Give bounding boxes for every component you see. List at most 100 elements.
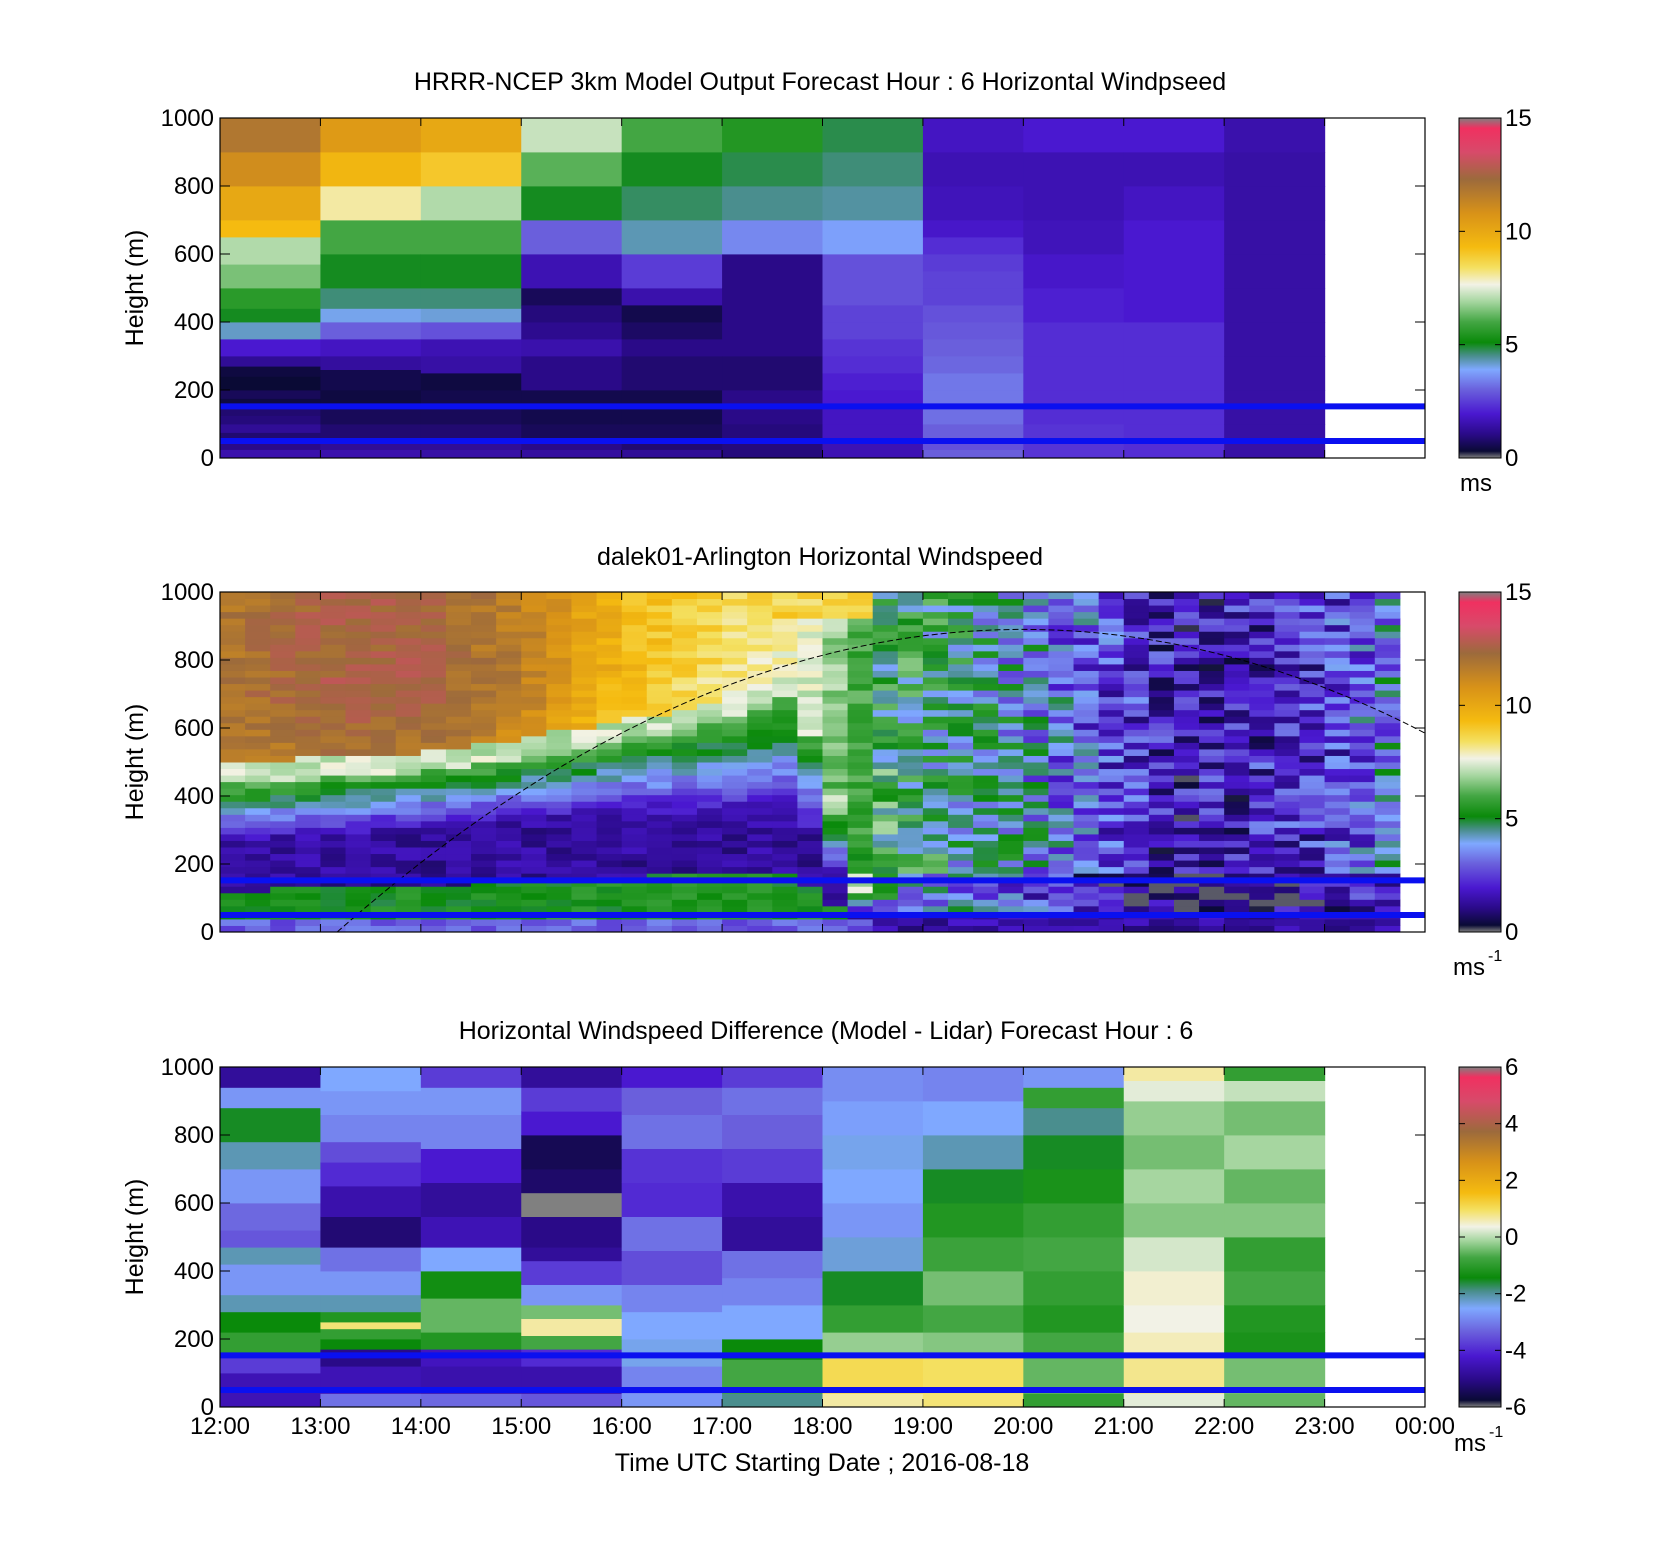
heatmap-cell	[1173, 925, 1200, 933]
heatmap-cell	[621, 690, 648, 698]
heatmap-cell	[546, 886, 572, 894]
heatmap-cell	[521, 637, 547, 645]
heatmap-cell	[822, 598, 849, 606]
heatmap-cell	[1148, 886, 1175, 894]
heatmap-cell	[420, 605, 447, 613]
heatmap-cell	[872, 690, 899, 698]
heatmap-cell	[496, 650, 522, 658]
heatmap-cell	[345, 925, 372, 933]
heatmap-cell	[270, 729, 296, 737]
heatmap-cell	[772, 905, 798, 913]
heatmap-cell	[671, 598, 698, 606]
heatmap-cell	[1274, 748, 1300, 756]
heatmap-cell	[922, 592, 949, 600]
heatmap-cell	[320, 716, 347, 724]
heatmap-cell	[345, 690, 372, 698]
heatmap-cell	[445, 683, 472, 691]
heatmap-cell	[897, 683, 924, 691]
heatmap-cell	[1274, 611, 1300, 619]
heatmap-cell	[922, 918, 949, 926]
heatmap-cell	[1249, 598, 1275, 606]
heatmap-cell	[220, 1230, 322, 1248]
heatmap-cell	[1098, 690, 1125, 698]
heatmap-cell	[1123, 729, 1150, 737]
heatmap-cell	[696, 690, 723, 698]
heatmap-cell	[345, 677, 372, 685]
heatmap-cell	[722, 905, 748, 913]
heatmap-cell	[671, 788, 698, 796]
heatmap-cell	[722, 775, 748, 783]
heatmap-cell	[1023, 716, 1049, 724]
heatmap-cell	[1048, 873, 1075, 881]
reference-lines	[220, 877, 1425, 918]
heatmap-cell	[395, 709, 422, 717]
heatmap-cell	[1098, 899, 1125, 907]
heatmap-cell	[922, 390, 1024, 408]
heatmap-cell	[872, 624, 899, 632]
heatmap-cell	[1274, 905, 1300, 913]
heatmap-cell	[646, 677, 673, 685]
heatmap-cell	[571, 866, 598, 874]
heatmap-cell	[1199, 768, 1225, 776]
heatmap-cell	[973, 598, 999, 606]
heatmap-cell	[370, 657, 397, 665]
heatmap-cell	[445, 801, 472, 809]
heatmap-cell	[822, 592, 849, 600]
heatmap-cell	[897, 925, 924, 933]
heatmap-cell	[420, 925, 447, 933]
heatmap-cell	[245, 807, 271, 815]
heatmap-cell	[822, 794, 849, 802]
heatmap-cell	[671, 644, 698, 652]
heatmap-cell	[571, 827, 598, 835]
heatmap-cell	[320, 605, 347, 613]
y-tick-label: 0	[201, 445, 214, 472]
heatmap-cell	[295, 631, 321, 639]
heatmap-cell	[772, 631, 798, 639]
heatmap-cell	[747, 742, 773, 750]
heatmap-cell	[295, 716, 321, 724]
heatmap-cell	[295, 866, 321, 874]
heatmap-cell	[295, 905, 321, 913]
heatmap-cell	[370, 611, 397, 619]
heatmap-cell	[220, 152, 322, 187]
heatmap-cell	[948, 663, 974, 671]
heatmap-cell	[1073, 683, 1100, 691]
heatmap-cell	[1374, 801, 1401, 809]
heatmap-cell	[420, 618, 447, 626]
heatmap-cell	[546, 729, 572, 737]
heatmap-cell	[621, 677, 648, 685]
heatmap-cell	[546, 781, 572, 789]
heatmap-cell	[822, 722, 849, 730]
heatmap-cell	[1249, 592, 1275, 600]
heatmap-cell	[295, 670, 321, 678]
heatmap-cell	[922, 794, 949, 802]
heatmap-cell	[1148, 755, 1175, 763]
heatmap-cell	[320, 925, 347, 933]
heatmap-cell	[420, 716, 447, 724]
heatmap-cell	[1073, 677, 1100, 685]
heatmap-cell	[872, 899, 899, 907]
heatmap-cell	[1199, 592, 1225, 600]
heatmap-cell	[822, 847, 849, 855]
heatmap-cell	[471, 709, 497, 717]
heatmap-cell	[395, 873, 422, 881]
heatmap-cell	[621, 833, 648, 841]
heatmap-cell	[320, 1393, 422, 1408]
heatmap-cell	[621, 853, 648, 861]
heatmap-cell	[1224, 254, 1326, 289]
heatmap-cell	[546, 657, 572, 665]
heatmap-cell	[797, 592, 823, 600]
heatmap-cell	[1173, 814, 1200, 822]
reference-lines	[220, 1352, 1425, 1393]
heatmap-cell	[295, 742, 321, 750]
heatmap-cell	[1123, 814, 1150, 822]
heatmap-cell	[722, 827, 748, 835]
heatmap-cell	[370, 690, 397, 698]
heatmap-cell	[420, 683, 447, 691]
heatmap-cell	[220, 807, 246, 815]
heatmap-cell	[245, 866, 271, 874]
heatmap-cell	[922, 820, 949, 828]
heatmap-cell	[546, 637, 572, 645]
heatmap-cell	[295, 762, 321, 770]
